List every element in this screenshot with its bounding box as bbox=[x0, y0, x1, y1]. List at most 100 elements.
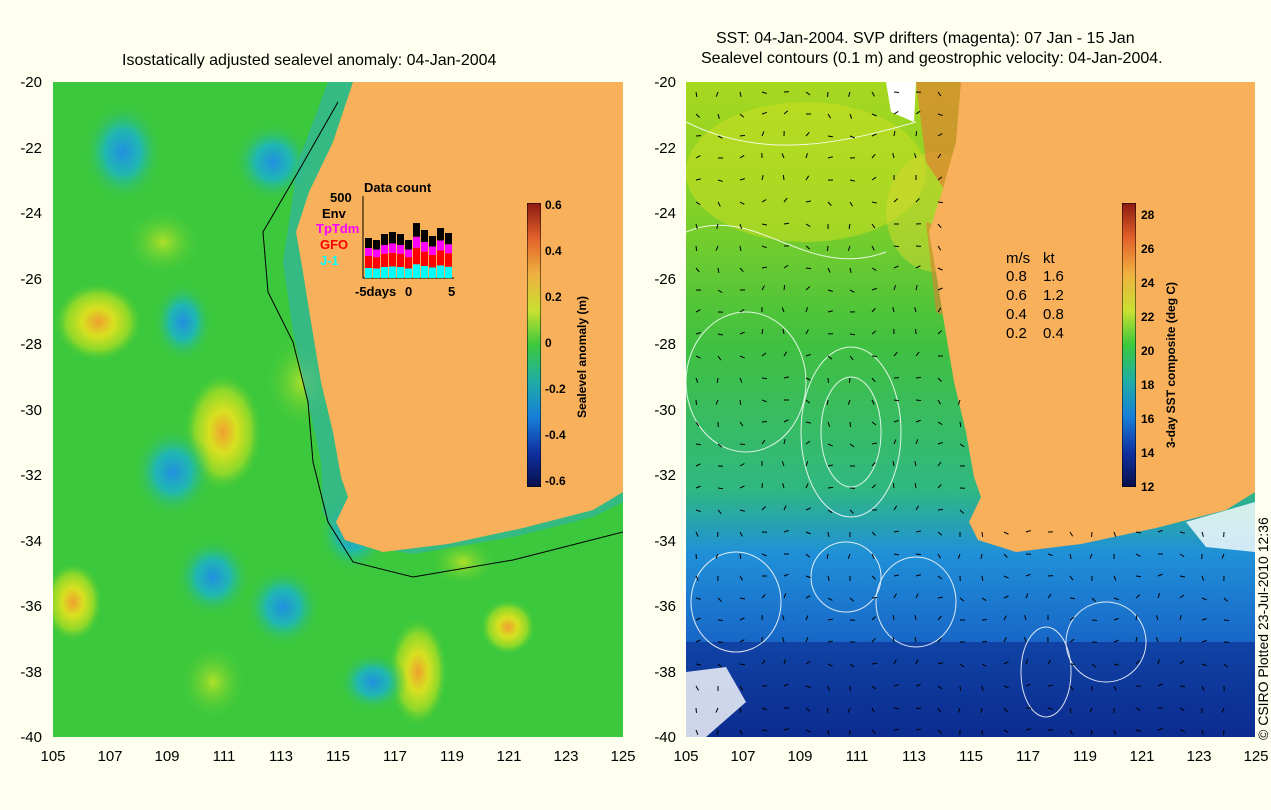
velocity-arrow bbox=[783, 376, 789, 379]
velocity-arrow bbox=[937, 575, 943, 580]
credit-text: © CSIRO Plotted 23-Jul-2010 12:36 bbox=[1255, 517, 1271, 740]
left-x-tick: 117 bbox=[383, 748, 407, 765]
right-y-tick: -20 bbox=[654, 74, 676, 91]
velocity-arrow bbox=[1223, 597, 1228, 602]
velocity-arrow bbox=[739, 134, 746, 137]
velocity-arrow bbox=[871, 91, 875, 97]
velocity-arrow bbox=[739, 399, 742, 406]
velocity-arrow bbox=[761, 91, 767, 94]
right-cbar-tick: 14 bbox=[1141, 446, 1155, 460]
velocity-arrow bbox=[783, 505, 787, 511]
right-y-tick: -30 bbox=[654, 401, 676, 419]
velocity-arrow bbox=[915, 419, 921, 423]
inset-bar bbox=[429, 246, 436, 255]
velocity-arrow bbox=[1003, 553, 1008, 558]
inset-legend-tptdm: TpTdm bbox=[316, 221, 360, 236]
right-y-tick: -34 bbox=[654, 532, 676, 550]
velocity-arrow bbox=[849, 509, 854, 514]
inset-bar bbox=[365, 256, 372, 268]
velocity-arrow bbox=[915, 130, 918, 137]
velocity-arrow bbox=[1047, 659, 1052, 665]
inset-legend-j1: J-1 bbox=[320, 253, 339, 268]
velocity-arrow bbox=[695, 201, 701, 206]
velocity-arrow bbox=[915, 285, 918, 291]
velocity-arrow bbox=[1155, 637, 1159, 643]
velocity-arrow bbox=[914, 637, 917, 643]
velocity-arrow bbox=[717, 619, 724, 622]
velocity-arrow bbox=[695, 443, 702, 446]
inset-bar bbox=[381, 234, 388, 245]
velocity-arrow bbox=[849, 289, 855, 293]
left-y-tick: -28 bbox=[20, 336, 42, 353]
velocity-arrow bbox=[1135, 707, 1141, 711]
velocity-arrow bbox=[739, 707, 742, 714]
velocity-arrow bbox=[1047, 707, 1053, 711]
right-colorbar bbox=[1122, 203, 1136, 487]
velocity-arrow bbox=[959, 685, 962, 692]
velocity-arrow bbox=[959, 597, 965, 602]
inset-bar bbox=[365, 248, 372, 256]
velocity-arrow bbox=[1069, 685, 1074, 691]
velocity-arrow bbox=[783, 110, 789, 115]
inset-bar bbox=[421, 266, 428, 278]
inset-x-label-zero: 0 bbox=[405, 284, 413, 299]
velocity-arrow bbox=[1135, 553, 1141, 557]
velocity-arrow bbox=[695, 485, 701, 489]
velocity-arrow bbox=[892, 614, 895, 621]
velocity-arrow bbox=[871, 307, 876, 313]
velocity-arrow bbox=[781, 153, 785, 159]
velocity-arrow bbox=[1201, 663, 1207, 667]
velocity-arrow bbox=[695, 91, 698, 98]
right-y-tick: -36 bbox=[654, 598, 676, 615]
left-x-tick: 113 bbox=[269, 748, 293, 765]
inset-bar bbox=[397, 253, 404, 267]
velocity-arrow bbox=[893, 130, 896, 137]
velocity-arrow bbox=[761, 352, 767, 357]
inset-bar bbox=[405, 268, 412, 278]
velocity-arrow bbox=[849, 443, 855, 448]
velocity-arrow bbox=[695, 113, 700, 118]
velocity-arrow bbox=[1089, 553, 1093, 559]
inset-bar bbox=[365, 268, 372, 278]
inset-bar bbox=[397, 245, 404, 254]
left-y-tick: -40 bbox=[20, 729, 42, 746]
velocity-arrow bbox=[739, 267, 744, 273]
velocity-arrow bbox=[1069, 638, 1075, 643]
velocity-arrow bbox=[893, 574, 899, 577]
velocity-arrow bbox=[739, 245, 742, 252]
velocity-arrow bbox=[1047, 684, 1054, 687]
velocity-arrow bbox=[739, 178, 745, 181]
velocity-arrow bbox=[1157, 683, 1163, 687]
velocity-arrow bbox=[805, 553, 811, 558]
right-x-tick: 115 bbox=[959, 748, 983, 765]
velocity-arrow bbox=[981, 618, 988, 621]
velocity-arrow bbox=[871, 531, 876, 536]
velocity-arrow bbox=[826, 707, 829, 714]
velocity-arrow bbox=[695, 617, 701, 621]
velocity-arrow bbox=[871, 638, 876, 643]
velocity-arrow bbox=[849, 179, 855, 182]
velocity-arrow bbox=[1113, 639, 1119, 643]
velocity-arrow bbox=[892, 636, 895, 643]
right-cbar-tick: 18 bbox=[1141, 378, 1155, 392]
right-sst-map bbox=[686, 82, 1255, 737]
velocity-arrow bbox=[1113, 729, 1116, 735]
velocity-arrow bbox=[739, 663, 746, 666]
velocity-arrow bbox=[827, 443, 833, 447]
velocity-arrow bbox=[717, 333, 723, 336]
velocity-arrow bbox=[937, 615, 942, 621]
velocity-arrow bbox=[1024, 615, 1027, 621]
velocity-arrow bbox=[1069, 597, 1076, 600]
velocity-arrow bbox=[805, 421, 811, 424]
velocity-arrow bbox=[937, 223, 942, 229]
right-cbar-tick: 20 bbox=[1141, 344, 1155, 358]
velocity-legend-kt: 1.6 bbox=[1043, 268, 1064, 285]
velocity-arrow bbox=[892, 153, 895, 159]
inset-bar-chart bbox=[362, 196, 454, 279]
inset-bar bbox=[373, 249, 380, 258]
velocity-arrow bbox=[871, 223, 876, 229]
velocity-arrow bbox=[695, 729, 699, 735]
right-map-title-line2: Sealevel contours (0.1 m) and geostrophi… bbox=[701, 50, 1163, 67]
velocity-arrow bbox=[849, 113, 853, 119]
inset-bar bbox=[437, 250, 444, 266]
